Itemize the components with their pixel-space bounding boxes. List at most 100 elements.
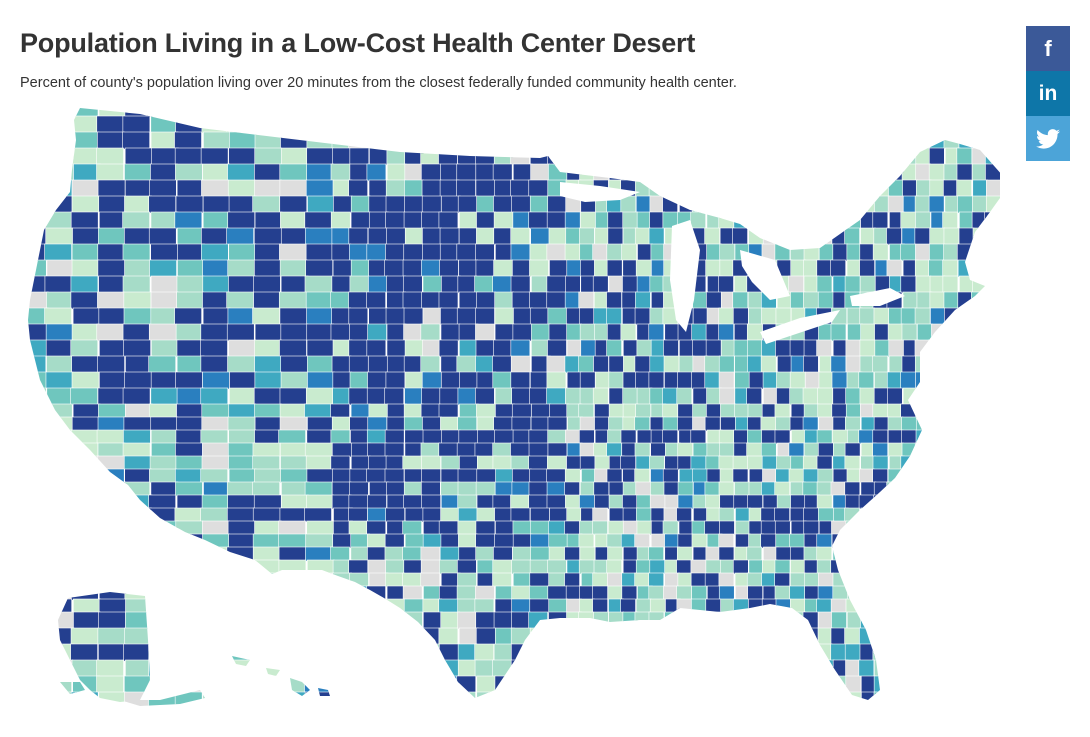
county-shape — [254, 355, 282, 374]
county-shape — [901, 323, 918, 342]
county-shape — [692, 339, 708, 358]
county-shape — [580, 675, 597, 694]
county-shape — [566, 675, 583, 694]
county-shape — [636, 147, 653, 166]
county-shape — [916, 108, 932, 118]
county-shape — [404, 643, 425, 662]
county-shape — [124, 163, 152, 182]
county-shape — [254, 243, 282, 262]
county-shape — [475, 520, 496, 536]
county-shape — [566, 323, 582, 342]
county-shape — [664, 179, 681, 198]
county-shape — [71, 355, 99, 374]
county-shape — [306, 643, 335, 662]
county-shape — [474, 442, 495, 458]
county-shape — [663, 708, 678, 710]
county-shape — [227, 163, 255, 182]
facebook-button[interactable]: f — [1026, 26, 1070, 71]
county-shape — [691, 585, 707, 601]
county-shape — [860, 323, 876, 342]
county-shape — [704, 659, 721, 678]
county-shape — [748, 371, 765, 390]
county-shape — [749, 708, 764, 710]
county-shape — [580, 108, 597, 118]
county-shape — [986, 227, 1000, 246]
county-shape — [44, 307, 72, 326]
county-shape — [761, 429, 777, 445]
county-shape — [971, 643, 987, 662]
county-shape — [404, 163, 425, 182]
county-shape — [98, 275, 126, 294]
linkedin-button[interactable]: in — [1026, 71, 1070, 116]
county-shape — [280, 455, 308, 471]
county-shape — [762, 627, 778, 646]
county-shape — [45, 533, 74, 549]
county-shape — [915, 708, 930, 710]
county-shape — [788, 643, 805, 662]
county-shape — [28, 131, 48, 150]
county-shape — [28, 520, 49, 536]
county-shape — [634, 611, 651, 630]
county-shape — [529, 147, 550, 166]
county-shape — [945, 481, 961, 497]
county-shape — [845, 546, 862, 562]
county-shape — [148, 403, 177, 419]
county-shape — [97, 179, 126, 198]
county-shape — [944, 585, 961, 601]
county-shape — [690, 559, 707, 575]
county-shape — [28, 659, 49, 678]
county-shape — [859, 627, 875, 646]
county-shape — [957, 323, 974, 342]
county-shape — [718, 546, 735, 562]
county-shape — [802, 611, 819, 630]
county-shape — [718, 275, 734, 294]
county-shape — [957, 108, 973, 118]
county-shape — [578, 355, 594, 374]
county-shape — [606, 533, 623, 549]
county-shape — [71, 429, 99, 445]
county-shape — [253, 572, 281, 588]
county-shape — [278, 520, 306, 536]
county-shape — [148, 507, 177, 523]
county-shape — [45, 211, 73, 230]
county-shape — [664, 455, 680, 471]
county-shape — [175, 371, 203, 390]
county-shape — [886, 627, 902, 646]
county-shape — [384, 429, 405, 445]
county-shape — [718, 355, 735, 374]
county-shape — [28, 429, 49, 445]
county-shape — [958, 416, 975, 432]
county-shape — [859, 598, 876, 614]
twitter-button[interactable] — [1026, 116, 1070, 161]
county-shape — [831, 520, 847, 536]
county-shape — [608, 416, 624, 432]
county-shape — [607, 211, 624, 230]
county-shape — [125, 559, 153, 575]
county-shape — [775, 546, 792, 562]
county-shape — [987, 481, 1000, 497]
county-shape — [333, 708, 352, 710]
county-shape — [748, 627, 765, 646]
county-shape — [384, 468, 405, 484]
county-shape — [915, 131, 932, 150]
county-shape — [304, 211, 333, 230]
county-shape — [931, 627, 947, 646]
county-shape — [438, 211, 459, 230]
county-shape — [124, 533, 153, 549]
county-shape — [648, 611, 665, 630]
county-shape — [330, 429, 351, 445]
county-shape — [901, 429, 917, 445]
county-shape — [803, 291, 819, 310]
county-shape — [385, 675, 405, 694]
county-shape — [176, 585, 204, 601]
county-shape — [546, 355, 567, 374]
county-shape — [229, 559, 257, 575]
county-shape — [280, 627, 309, 646]
county-shape — [830, 355, 847, 374]
county-shape — [973, 572, 989, 588]
county-shape — [70, 147, 99, 166]
county-shape — [733, 691, 749, 706]
county-shape — [621, 243, 637, 262]
county-shape — [650, 481, 666, 497]
county-shape — [511, 611, 531, 630]
